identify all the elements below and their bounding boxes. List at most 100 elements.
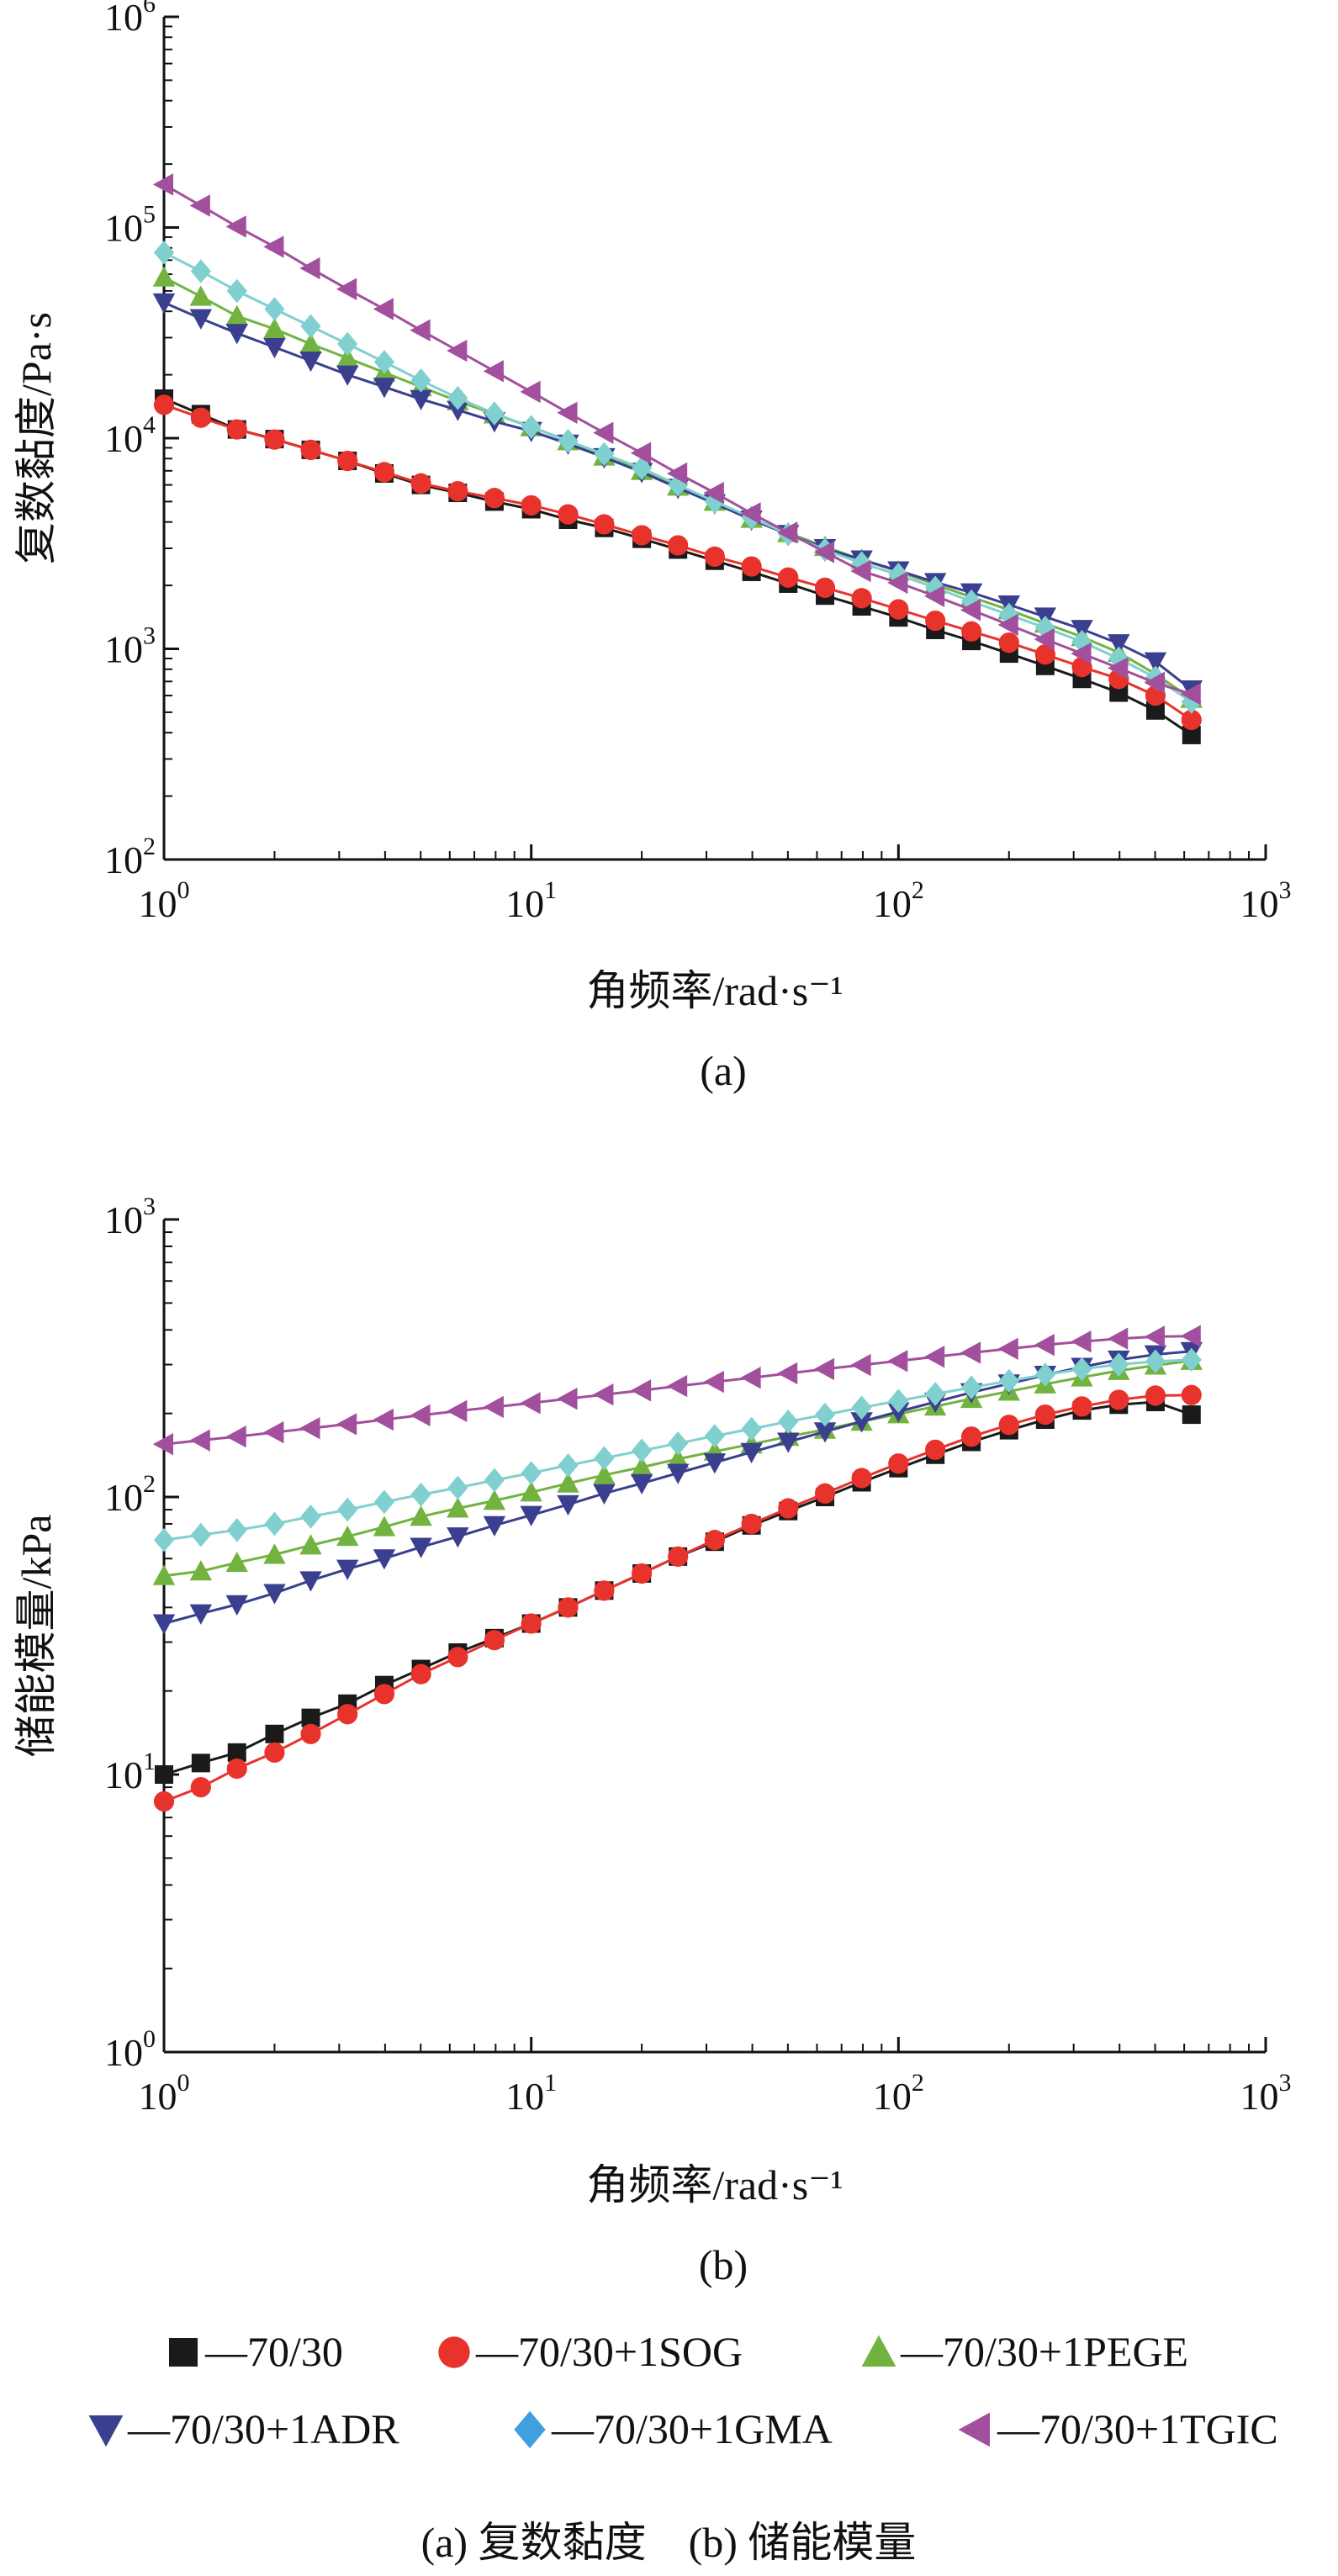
data-point [263, 317, 286, 339]
data-point [152, 173, 173, 196]
panel-a-complex-viscosity-chart: 100 101 102 103 102 103 104 105 106 角频率/rad·s⁻¹ 复数… [13, 0, 1292, 1094]
data-point [925, 1439, 946, 1460]
legend-marker [861, 2335, 896, 2367]
data-point [704, 546, 725, 567]
y-tick-label: 102 [104, 1470, 156, 1519]
data-point [960, 1341, 981, 1364]
data-point [300, 1723, 321, 1744]
data-point [410, 368, 431, 393]
data-point [336, 365, 359, 386]
data-point [594, 1446, 615, 1471]
data-point [373, 1408, 394, 1431]
data-point [373, 298, 394, 320]
data-point [923, 584, 945, 607]
data-point [410, 319, 431, 341]
data-point [373, 1515, 396, 1537]
data-point [630, 1456, 653, 1477]
data-point [1181, 1384, 1202, 1405]
data-point [227, 1743, 246, 1762]
data-point [704, 1424, 725, 1448]
legend-entry: —70/30+1ADR [88, 2405, 399, 2452]
data-point [704, 1530, 725, 1551]
data-point [1144, 671, 1165, 695]
data-point [299, 1416, 320, 1440]
panel-label: (a) [700, 1047, 747, 1094]
data-point [152, 1432, 173, 1456]
data-point [1180, 683, 1201, 706]
data-point [225, 215, 246, 238]
x-tick-label: 103 [1240, 2069, 1292, 2118]
series-70-30-1tgic [152, 173, 1201, 706]
data-point [483, 1515, 506, 1537]
data-point [337, 1704, 358, 1725]
data-point [557, 401, 578, 424]
data-point [1071, 642, 1092, 665]
data-point [520, 1392, 541, 1415]
y-tick-label: 103 [104, 1193, 156, 1241]
data-point [1108, 657, 1129, 680]
data-point [447, 480, 468, 502]
legend-marker [958, 2412, 990, 2447]
data-point [1144, 1325, 1165, 1348]
data-point [521, 495, 542, 516]
figure-caption: (a) 复数黏度 (b) 储能模量 [421, 2519, 917, 2566]
data-point [265, 1724, 284, 1743]
data-point [410, 1664, 431, 1685]
data-point [593, 1383, 614, 1406]
data-point [225, 1551, 248, 1573]
data-point [1145, 1385, 1166, 1406]
data-point [190, 259, 211, 283]
data-point [777, 1362, 798, 1385]
data-point [189, 1604, 213, 1625]
data-point [997, 613, 1018, 637]
data-point [851, 1395, 872, 1420]
data-point [998, 1368, 1019, 1394]
data-point [225, 1426, 246, 1448]
series-70-30-1sog [153, 1384, 1202, 1812]
series-70-30-1tgic [152, 1325, 1201, 1456]
data-point [520, 380, 541, 404]
data-point [484, 488, 505, 509]
data-point [301, 1708, 320, 1727]
legend-entry: —70/30+1GMA [514, 2405, 833, 2452]
data-point [410, 1482, 431, 1507]
data-point [888, 1453, 909, 1474]
data-point [887, 1350, 908, 1373]
data-point [300, 314, 321, 339]
legend-entry: —70/30+1SOG [438, 2328, 743, 2375]
data-point [1071, 629, 1092, 654]
axes: 100 101 102 103 102 103 104 105 106 [104, 0, 1292, 925]
data-point [960, 621, 982, 642]
data-point [1071, 1357, 1092, 1382]
data-point [189, 285, 213, 306]
data-point [483, 1489, 506, 1510]
data-point [851, 588, 872, 609]
data-point [632, 456, 653, 481]
data-point [888, 1389, 909, 1414]
legend-entry: —70/30+1PEGE [861, 2328, 1188, 2375]
y-axis-title: 储能模量/kPa [13, 1515, 60, 1758]
data-point [299, 257, 320, 280]
data-point [998, 1415, 1019, 1436]
data-point [1145, 701, 1165, 720]
y-tick-label: 102 [104, 833, 156, 881]
y-tick-label: 105 [104, 201, 156, 250]
data-point [703, 1370, 724, 1394]
data-point [447, 339, 468, 362]
data-point [557, 1387, 578, 1410]
data-point [1144, 652, 1167, 673]
data-point [998, 632, 1019, 653]
data-point [410, 389, 432, 410]
data-point [336, 1559, 359, 1580]
data-point [191, 1753, 210, 1773]
data-point [299, 351, 322, 373]
data-point [447, 400, 469, 421]
data-point [264, 429, 285, 450]
data-point [521, 415, 542, 440]
data-point [300, 1504, 321, 1529]
data-point [447, 1647, 468, 1668]
data-point [373, 1684, 395, 1705]
data-point [1108, 1352, 1129, 1377]
data-point [153, 1791, 175, 1812]
data-point [558, 1453, 579, 1478]
